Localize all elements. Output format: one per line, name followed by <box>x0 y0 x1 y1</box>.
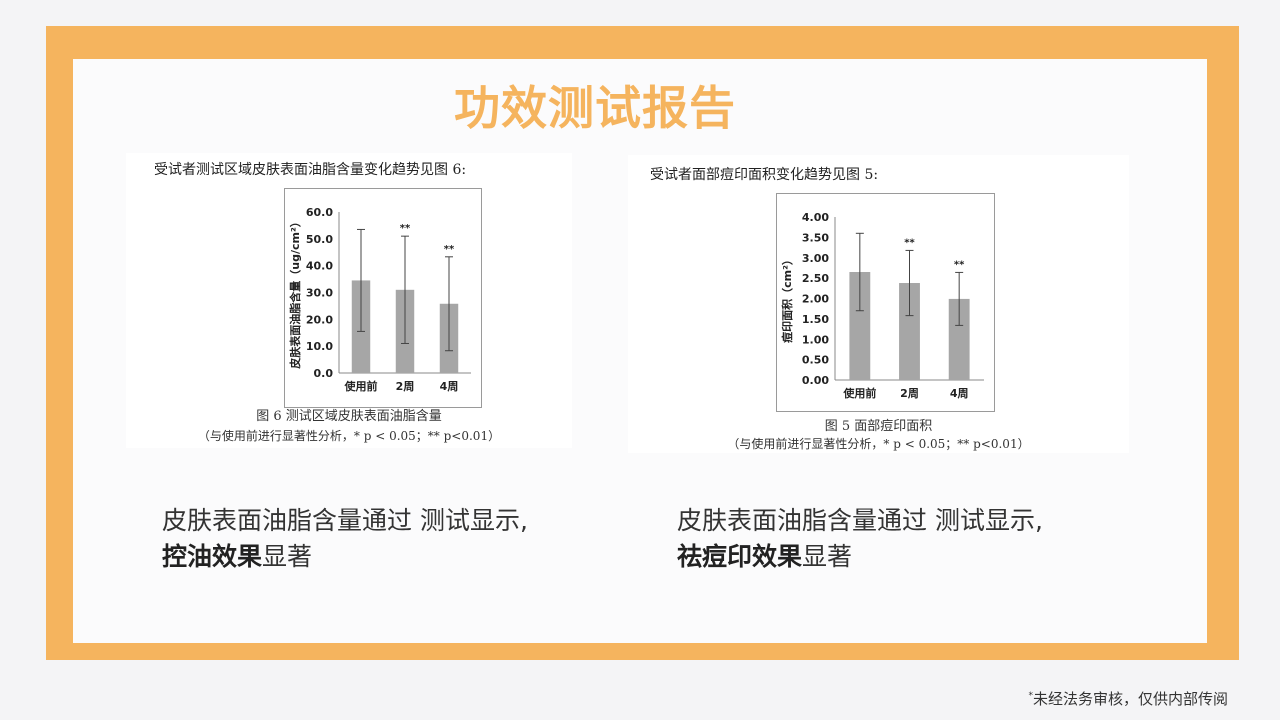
summary-highlight: 祛痘印效果 <box>677 542 803 571</box>
figure-note: （与使用前进行显著性分析，* p < 0.05；** p<0.01） <box>727 437 1030 451</box>
figure-caption: 受试者面部痘印面积变化趋势见图 5: <box>650 167 879 183</box>
x-tick-label: 2周 <box>900 387 919 400</box>
y-tick-label: 0.00 <box>802 374 829 387</box>
y-tick-label: 4.00 <box>802 211 829 224</box>
oil-content-figure: 受试者测试区域皮肤表面油脂含量变化趋势见图 6: 皮肤表面油脂含量（ug/cm²… <box>126 153 572 448</box>
y-axis-label: 皮肤表面油脂含量（ug/cm²） <box>288 216 302 370</box>
y-tick-label: 3.00 <box>802 252 829 265</box>
y-tick-label: 1.00 <box>802 333 829 346</box>
figure-note: （与使用前进行显著性分析，* p < 0.05；** p<0.01） <box>197 429 501 443</box>
right-summary: 皮肤表面油脂含量通过 测试显示, 祛痘印效果显著 <box>677 503 1043 575</box>
bar <box>948 298 970 380</box>
y-tick-label: 2.00 <box>802 293 829 306</box>
significance-mark: ** <box>444 244 455 255</box>
significance-mark: ** <box>400 223 411 234</box>
x-tick-label: 使用前 <box>344 379 378 393</box>
y-tick-label: 20.0 <box>306 313 333 326</box>
footer-text: 未经法务审核，仅供内部传阅 <box>1032 690 1228 708</box>
mark-area-figure: 受试者面部痘印面积变化趋势见图 5: 痘印面积（cm²） 0.00 0.50 1.00… <box>628 155 1129 453</box>
significance-mark: ** <box>954 259 965 270</box>
x-tick-label: 4周 <box>950 387 969 400</box>
y-tick-label: 10.0 <box>306 340 333 353</box>
summary-line: 皮肤表面油脂含量通过 测试显示, <box>677 506 1043 535</box>
y-tick-label: 50.0 <box>306 233 333 246</box>
mark-bar-chart: 痘印面积（cm²） 0.00 0.50 1.00 1.50 2.00 2.50 3.00 3.5… <box>780 211 984 400</box>
y-tick-label: 0.0 <box>314 367 334 380</box>
chart-frame: 痘印面积（cm²） 0.00 0.50 1.00 1.50 2.00 2.50 3.00 3.5… <box>776 193 995 412</box>
footer-disclaimer: *未经法务审核，仅供内部传阅 <box>1028 688 1228 709</box>
figure-title: 图 6 测试区域皮肤表面油脂含量 <box>256 409 442 424</box>
summary-line: 皮肤表面油脂含量通过 测试显示, <box>162 506 528 535</box>
bar <box>849 272 871 380</box>
y-tick-label: 30.0 <box>306 287 333 300</box>
y-tick-label: 1.50 <box>802 313 829 326</box>
chart-frame: 皮肤表面油脂含量（ug/cm²） 0.0 10.0 20.0 30.0 40.0 50.0 6… <box>284 188 482 408</box>
y-axis-label: 痘印面积（cm²） <box>780 254 794 343</box>
significance-mark: ** <box>904 237 915 248</box>
footer-star: * <box>1028 691 1033 701</box>
x-tick-label: 2周 <box>396 380 415 393</box>
figure-caption: 受试者测试区域皮肤表面油脂含量变化趋势见图 6: <box>154 162 467 178</box>
y-tick-label: 40.0 <box>306 260 333 273</box>
y-tick-label: 0.50 <box>802 354 829 367</box>
left-summary: 皮肤表面油脂含量通过 测试显示, 控油效果显著 <box>162 503 528 575</box>
figure-title: 图 5 面部痘印面积 <box>824 419 933 434</box>
bar <box>899 283 920 380</box>
page-title: 功效测试报告 <box>454 81 736 135</box>
y-tick-label: 3.50 <box>802 231 829 244</box>
summary-tail: 显著 <box>262 542 313 571</box>
x-tick-label: 4周 <box>440 380 459 393</box>
summary-conclusion: 控油效果显著 <box>162 539 528 575</box>
summary-conclusion: 祛痘印效果显著 <box>677 539 1043 575</box>
x-tick-label: 使用前 <box>842 386 876 400</box>
summary-highlight: 控油效果 <box>162 542 263 571</box>
oil-bar-chart: 皮肤表面油脂含量（ug/cm²） 0.0 10.0 20.0 30.0 40.0 50.0 6… <box>288 206 471 393</box>
y-tick-label: 60.0 <box>306 206 333 219</box>
summary-tail: 显著 <box>802 542 853 571</box>
y-tick-label: 2.50 <box>802 272 829 285</box>
